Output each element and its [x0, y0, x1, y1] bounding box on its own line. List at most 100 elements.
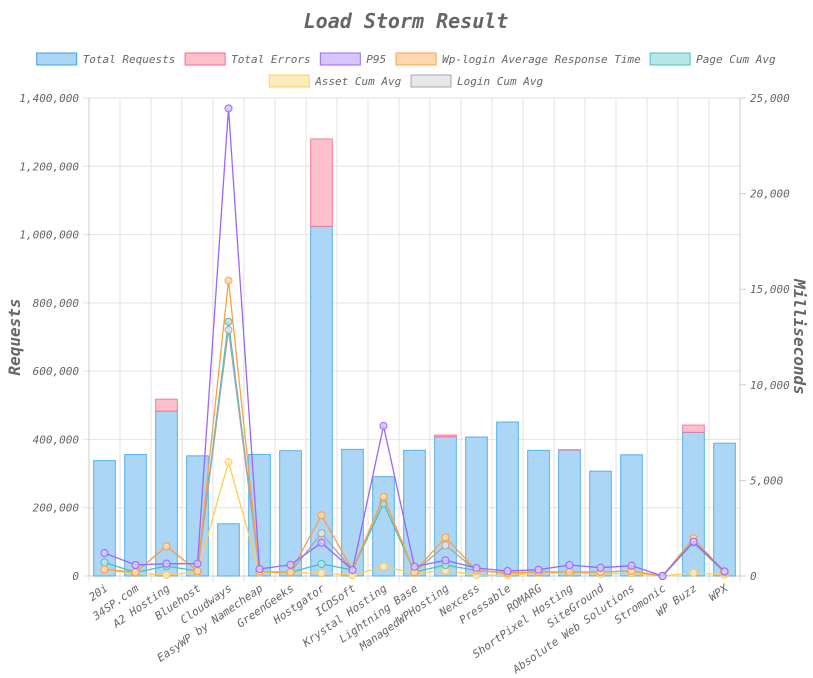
legend-label: Total Requests [83, 53, 176, 66]
legend-item-p95[interactable]: P95 [319, 52, 386, 66]
point-login-cum-avg [224, 325, 233, 334]
point-login-cum-avg [317, 529, 326, 538]
point-wp-login-average-response-time [162, 542, 171, 551]
point-wp-login-average-response-time [565, 567, 574, 576]
bar-total-requests [372, 476, 395, 577]
point-p95 [627, 561, 636, 570]
bar-total-errors [310, 138, 333, 227]
legend-item-wp-login-average-response-time[interactable]: Wp-login Average Response Time [395, 52, 641, 66]
legend-label: Asset Cum Avg [314, 75, 401, 88]
point-wp-login-average-response-time [441, 533, 450, 542]
y-tick-label: 1,400,000 [19, 92, 79, 105]
y-axis-left-ticks: 0 200,000 400,000 600,000 800,000 1,000,000 1,… [19, 92, 79, 583]
y-tick-label: 1,200,000 [19, 160, 79, 173]
point-p95 [348, 565, 357, 574]
point-login-cum-avg [441, 541, 450, 550]
point-asset-cum-avg [162, 571, 171, 580]
series-p95 [100, 104, 729, 580]
legend-item-login-cum-avg[interactable]: Login Cum Avg [410, 74, 543, 88]
legend-label: Login Cum Avg [457, 75, 543, 88]
point-p95 [441, 556, 450, 565]
point-wp-login-average-response-time [379, 492, 388, 501]
y-tick-label: 200,000 [33, 502, 80, 515]
bar-total-requests [527, 449, 550, 577]
bar-total-requests [403, 449, 426, 577]
point-p95 [193, 559, 202, 568]
point-wp-login-average-response-time [286, 568, 295, 577]
legend-item-total-requests[interactable]: Total Requests [36, 52, 176, 66]
legend-swatch [36, 52, 78, 66]
bars [93, 138, 736, 577]
bar-total-requests [682, 431, 705, 577]
bar-total-requests [496, 421, 519, 577]
point-p95 [317, 538, 326, 547]
point-p95 [100, 549, 109, 558]
bar-total-requests [465, 436, 488, 577]
point-page-cum-avg [317, 559, 326, 568]
point-p95 [472, 563, 481, 572]
legend-item-asset-cum-avg[interactable]: Asset Cum Avg [268, 74, 402, 88]
point-p95 [131, 561, 140, 570]
y2-tick-label: 20,000 [750, 188, 790, 201]
y-tick-label: 400,000 [33, 433, 80, 446]
bar-total-requests [589, 470, 612, 577]
y-axis-right-ticks: 0 5,000 10,000 15,000 20,000 25,000 [750, 92, 790, 583]
bar-total-requests [434, 436, 457, 577]
bar-total-errors [682, 424, 705, 433]
chart-title: Load Storm Result [304, 9, 509, 33]
y-axis-left-title: Requests [5, 298, 24, 375]
bar-total-requests [93, 460, 116, 577]
point-p95 [255, 565, 264, 574]
point-p95 [689, 537, 698, 546]
y2-tick-label: 0 [750, 570, 757, 583]
point-p95 [534, 565, 543, 574]
y2-tick-label: 5,000 [750, 474, 783, 487]
point-wp-login-average-response-time [193, 567, 202, 576]
point-p95 [565, 561, 574, 570]
bar-total-requests [310, 225, 333, 577]
legend-swatch [319, 52, 361, 66]
bar-total-requests [155, 410, 178, 577]
legend-label: Wp-login Average Response Time [442, 53, 641, 66]
legend-swatch [649, 52, 691, 66]
point-page-cum-avg [224, 317, 233, 326]
lines [100, 104, 729, 580]
bar-total-errors [155, 398, 178, 412]
point-asset-cum-avg [689, 568, 698, 577]
legend-item-page-cum-avg[interactable]: Page Cum Avg [649, 52, 776, 66]
point-wp-login-average-response-time [100, 565, 109, 574]
point-asset-cum-avg [224, 458, 233, 467]
point-p95 [658, 572, 667, 580]
point-wp-login-average-response-time [131, 568, 140, 577]
point-page-cum-avg [100, 558, 109, 567]
point-p95 [503, 567, 512, 576]
legend-label: Page Cum Avg [696, 53, 776, 66]
bar-total-requests [124, 453, 147, 577]
point-p95 [596, 563, 605, 572]
bar-total-requests [620, 454, 643, 577]
legend-swatch [268, 74, 310, 88]
legend-swatch [410, 74, 452, 88]
bar-total-requests [558, 449, 581, 577]
point-p95 [286, 560, 295, 569]
y2-tick-label: 15,000 [750, 283, 790, 296]
y-tick-label: 0 [72, 570, 79, 583]
y-axis-right-title: Milliseconds [790, 278, 809, 395]
bar-total-requests [217, 523, 240, 577]
legend-swatch [184, 52, 226, 66]
point-p95 [410, 562, 419, 571]
point-asset-cum-avg [317, 569, 326, 578]
bar-total-errors [434, 434, 457, 438]
y-tick-label: 800,000 [33, 297, 80, 310]
x-tick-label: WPX [706, 581, 731, 604]
point-wp-login-average-response-time [224, 276, 233, 285]
y-tick-label: 600,000 [33, 365, 80, 378]
legend-label: Total Errors [231, 53, 310, 66]
y-tick-label: 1,000,000 [19, 229, 79, 242]
point-wp-login-average-response-time [317, 511, 326, 520]
y2-tick-label: 10,000 [750, 379, 790, 392]
point-p95 [379, 421, 388, 430]
legend-item-total-errors[interactable]: Total Errors [184, 52, 311, 66]
